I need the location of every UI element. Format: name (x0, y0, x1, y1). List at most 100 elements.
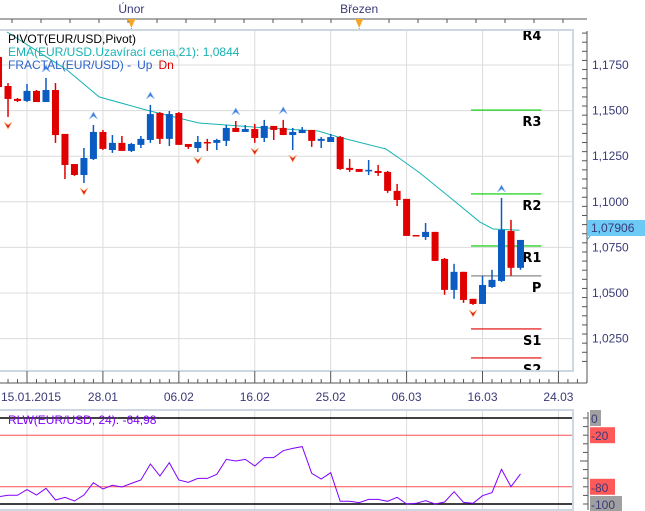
fractal-up-icon (497, 184, 506, 193)
candle-up (260, 119, 268, 142)
month-marker-icon (127, 19, 136, 28)
candle-down (51, 83, 59, 143)
candle-body (488, 279, 496, 287)
price-panel-frame (0, 29, 574, 372)
fractal-down-icon (79, 187, 89, 196)
candle-down (118, 135, 126, 151)
candle-body (469, 298, 477, 304)
rlw-grid (26, 411, 559, 509)
candle-up (222, 125, 230, 146)
candle-body (118, 142, 126, 151)
candle-down (156, 112, 164, 144)
candle-up (137, 135, 145, 148)
candle-body (80, 158, 88, 175)
price-panel[interactable]: R4 R3 R2 R1 P S1 S2 PIVOT(EUR/USD,Pivot) EMA(E… (0, 24, 574, 378)
candle-body (346, 167, 354, 170)
date-axis-label: 24.03 (543, 390, 573, 404)
candle-body (450, 271, 458, 290)
candle-up (213, 138, 221, 150)
candle-down (14, 98, 22, 103)
rlw-panel-frame (0, 409, 574, 511)
candle-body (127, 143, 135, 151)
last-price-label: 1,07906 (591, 221, 635, 235)
fractal-up-icon (278, 106, 288, 115)
date-axis[interactable]: 15.01.2015 28.01 06.02 16.02 25.02 06.03 16.03… (0, 371, 588, 404)
candle-body (146, 114, 154, 140)
candle-body (298, 129, 306, 134)
price-axis[interactable]: 1,1750 1,1500 1,1250 1,1000 1,0750 1,0500 1,02… (582, 31, 645, 383)
rlw-levels (0, 417, 572, 505)
candle-body (51, 89, 59, 136)
date-axis-label: 16.03 (468, 390, 498, 404)
candle-down (251, 123, 259, 143)
candle-up (42, 77, 50, 103)
candle-body (479, 284, 487, 304)
candle-body (0, 56, 3, 88)
candle-body (251, 129, 259, 138)
rlw-panel[interactable]: RLW(EUR/USD, 24): -64,98 0 -20 -80 -100 (0, 409, 622, 511)
rlw-line (0, 446, 521, 505)
candle-down (507, 219, 515, 276)
candle-down (99, 129, 107, 150)
date-axis-label: 06.03 (392, 390, 422, 404)
candle-down (32, 89, 40, 103)
candle-up (23, 83, 31, 103)
candle-body (384, 171, 392, 191)
candle-body (42, 89, 50, 103)
candle-down (403, 198, 411, 236)
candle-body (393, 190, 401, 200)
candle-down (460, 271, 468, 303)
price-legend: PIVOT(EUR/USD,Pivot) EMA(EUR/USD.Uzavíra… (8, 32, 240, 72)
pivot-label-r1: R1 (522, 251, 541, 266)
candle-up (365, 160, 373, 175)
rlw-level-label: -80 (591, 481, 609, 495)
candle-body (327, 137, 335, 142)
date-axis-label: 15.01.2015 (1, 390, 61, 404)
candle-down (232, 120, 240, 132)
pivot-label-r2: R2 (522, 199, 541, 214)
candle-body (431, 231, 439, 261)
legend-fractal: FRACTAL(EUR/USD) - Up Dn (8, 58, 174, 72)
candle-up (422, 222, 430, 240)
rlw-level-badge (590, 410, 601, 426)
candle-down (336, 135, 344, 170)
fractal-down-icon (288, 154, 297, 163)
candle-body (289, 131, 297, 136)
candle-body (14, 98, 22, 101)
candle-body (184, 143, 192, 147)
candle-up (165, 110, 173, 146)
fractal-markers (3, 64, 506, 318)
price-axis-label: 1,0500 (592, 286, 629, 300)
rlw-axis[interactable]: 0 -20 -80 -100 (580, 410, 622, 511)
legend-pivot: PIVOT(EUR/USD,Pivot) (8, 32, 136, 46)
candle-body (403, 198, 411, 236)
candle-up (298, 127, 306, 134)
candle-down (308, 129, 316, 147)
rlw-level-badge (590, 496, 622, 511)
month-label: Březen (340, 2, 378, 16)
pivot-label-s2: S2 (523, 363, 541, 378)
candle-body (241, 129, 249, 132)
candle-body (108, 142, 116, 150)
candle-up (450, 263, 458, 299)
date-axis-label: 25.02 (316, 390, 346, 404)
candle-body (308, 129, 316, 141)
candlesticks (0, 56, 524, 305)
candle-up (241, 125, 249, 132)
rlw-level-badge (590, 427, 615, 444)
month-ruler: Únor Březen (0, 1, 587, 31)
fractal-down-icon (250, 147, 260, 156)
legend-fractal-dn: Dn (158, 58, 173, 72)
candle-body (165, 114, 173, 139)
candle-down (184, 143, 192, 149)
candle-body (336, 137, 344, 169)
month-label: Únor (118, 1, 144, 16)
pivot-label-r4: R4 (522, 29, 541, 44)
price-axis-label: 1,1250 (592, 149, 629, 163)
fractal-up-icon (146, 91, 155, 100)
candle-down (270, 125, 278, 140)
rlw-level-label: 0 (591, 412, 598, 426)
candle-body (156, 112, 164, 139)
price-axis-label: 1,1500 (592, 104, 629, 118)
